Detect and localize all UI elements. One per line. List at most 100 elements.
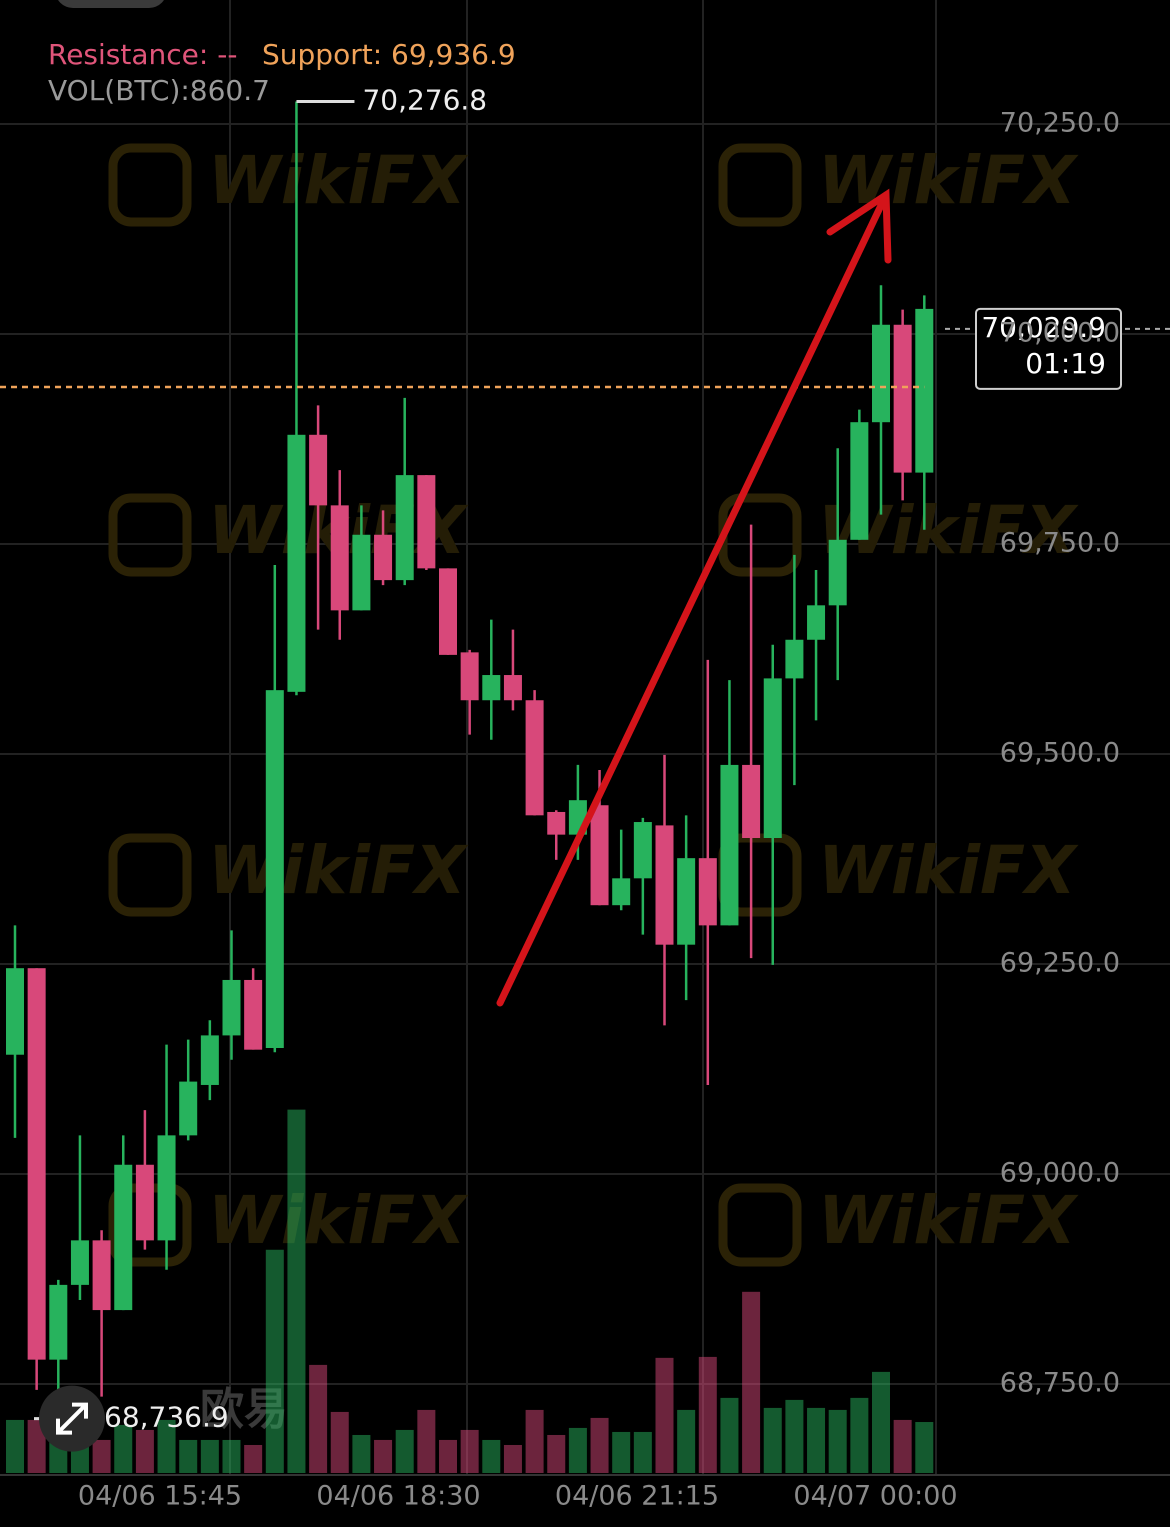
candle-body [6,968,24,1055]
candle-body [244,979,263,1050]
volume-bar [395,1429,414,1473]
trend-arrow [496,188,892,1007]
watermark-logo [108,833,192,917]
y-tick-label: 69,750.0 [1000,528,1120,559]
volume-bar [503,1444,522,1473]
volume-bar [828,1409,847,1473]
candle-body [655,825,674,945]
volume-bar [612,1431,631,1473]
candle-body [200,1035,219,1085]
volume-bar [547,1434,566,1473]
volume-label: VOL(BTC):860.7 [48,74,270,107]
candle-body [807,605,826,640]
x-tick-label: 04/06 21:15 [555,1481,719,1512]
watermark-text: WikiFX [208,142,469,219]
volume-bar [417,1409,436,1473]
volume-bar [135,1429,154,1473]
y-tick-label: 70,000.0 [1000,318,1120,349]
candle-body [439,568,457,655]
watermark-text: WikiFX [818,1182,1079,1259]
volume-bars [6,1109,934,1473]
volume-bar [309,1364,328,1473]
watermark-text: WikiFX [818,142,1079,219]
top-pill [58,0,164,8]
volume-bar [244,1444,263,1473]
grid [0,0,1170,1476]
candle-body [27,968,46,1360]
candle-body [135,1164,154,1241]
x-tick-label: 04/07 00:00 [793,1481,957,1512]
volume-bar [893,1419,912,1473]
candle-body [157,1135,176,1241]
candle-body [763,678,782,838]
candle-body [179,1081,198,1136]
candle-body [547,811,566,835]
candle-body [417,475,436,569]
volume-bar [92,1439,111,1473]
candle-body [222,979,241,1036]
candle-body [785,639,804,679]
y-tick-label: 69,500.0 [1000,738,1120,769]
candles [6,101,934,1397]
candle-body [460,652,479,701]
y-tick-label: 70,250.0 [1000,108,1120,139]
candle-body [677,858,696,945]
candle-body [92,1240,111,1311]
candle-body [49,1284,68,1360]
volume-bar [439,1439,457,1473]
x-tick-label: 04/06 15:45 [78,1481,242,1512]
overlay: 70,276.8 68,736.9 70,029.901:19 [0,83,1170,1452]
volume-bar [287,1109,306,1473]
volume-bar [265,1249,284,1473]
candle-body [352,534,371,611]
volume-bar [677,1409,696,1473]
candle-body [893,324,912,473]
volume-bar [460,1429,479,1473]
candle-body [395,475,414,581]
candle-body [590,805,609,906]
volume-bar [200,1439,219,1473]
volume-bar [6,1419,24,1473]
watermark-logo [718,143,802,227]
volume-bar [114,1424,133,1473]
volume-bar [157,1419,176,1473]
resistance-label: Resistance: -- [48,38,237,71]
volume-bar [633,1431,652,1473]
watermark-text: WikiFX [208,1182,469,1259]
volume-bar [872,1371,890,1473]
volume-bar [807,1407,826,1473]
min-marker-label: 68,736.9 [104,1401,229,1434]
candle-body [309,434,328,506]
candle-body [114,1164,133,1311]
price-box [975,307,1122,390]
volume-bar [850,1397,869,1473]
countdown-label: 01:19 [1025,347,1106,380]
volume-bar [568,1427,587,1473]
support-label: Support: 69,936.9 [262,38,516,71]
volume-bar [27,1419,46,1473]
volume-bar [525,1409,544,1473]
volume-bar [590,1417,609,1473]
volume-bar [330,1411,349,1473]
volume-bar [915,1422,934,1473]
max-marker-label: 70,276.8 [362,83,487,116]
volume-bar [374,1439,393,1473]
volume-bar [222,1439,241,1473]
watermark-logo [718,1183,802,1267]
arrow-shaft [496,191,890,1007]
candle-body [742,764,761,838]
candle-body [265,690,284,1048]
volume-bar [655,1357,674,1473]
candle-body [374,534,393,581]
volume-bar [482,1439,501,1473]
candle-body [828,539,847,606]
candle-body [330,505,349,611]
candle-body [915,308,934,473]
volume-bar [763,1407,782,1473]
candle-body [698,858,717,926]
candle-body [850,422,869,540]
watermark-text: WikiFX [818,832,1079,909]
volume-bar [352,1434,371,1473]
